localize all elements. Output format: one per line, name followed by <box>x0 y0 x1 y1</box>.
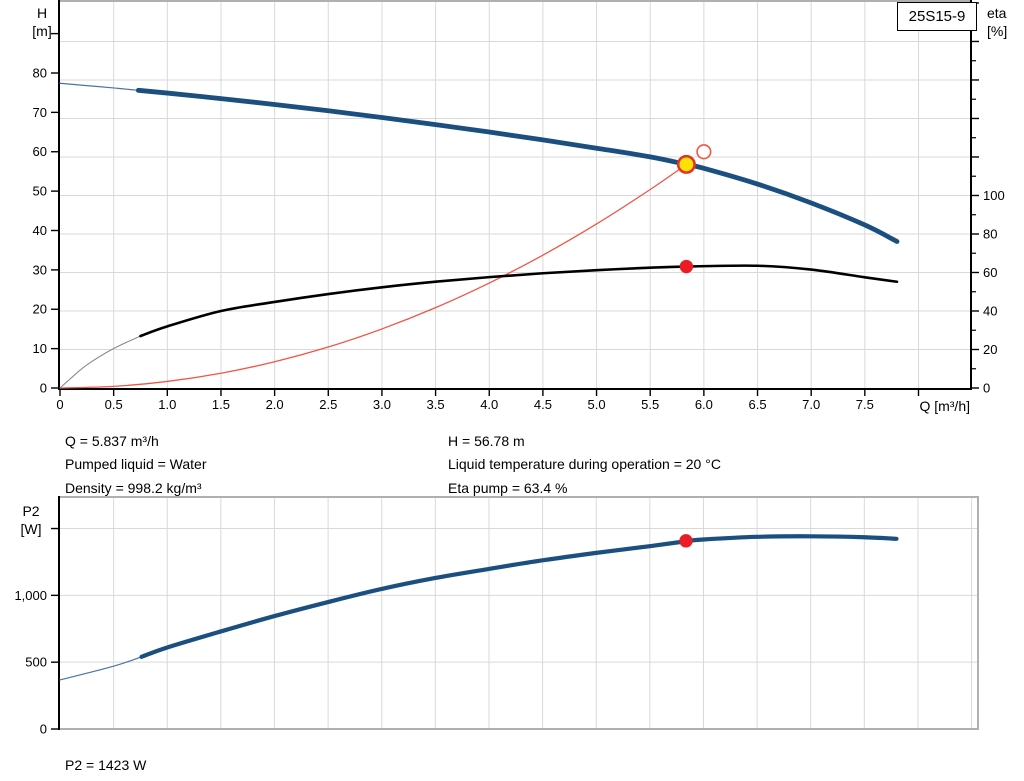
y-tick-label-left: 10 <box>33 341 47 356</box>
power-curve <box>139 534 899 659</box>
info-head: H = 56.78 m <box>448 433 525 449</box>
pump-curve-thin <box>59 82 139 91</box>
p2-axis-label-symbol: P2 <box>22 503 40 519</box>
q-axis-label: Q [m³/h] <box>919 398 970 414</box>
y-tick-label-left: 50 <box>33 184 47 199</box>
requested-duty-point-marker <box>696 144 712 160</box>
y-tick-label-left: 0 <box>40 722 47 737</box>
y-tick-label-left: 70 <box>33 105 47 120</box>
pump-model-badge: 25S15-9 <box>897 2 977 31</box>
y-tick-label-right: 0 <box>983 381 990 396</box>
duty-point-marker <box>676 154 696 174</box>
y-tick-label-right: 60 <box>983 265 997 280</box>
h-axis-label-symbol: H <box>36 5 48 21</box>
eta-axis-label-unit: [%] <box>987 23 1008 39</box>
x-tick-label: 2.5 <box>319 397 337 412</box>
y-tick-label-right: 40 <box>983 303 997 318</box>
x-tick-label: 1.5 <box>212 397 230 412</box>
x-tick-label: 5.0 <box>588 397 606 412</box>
x-tick-label: 5.5 <box>641 397 659 412</box>
x-tick-label: 3.5 <box>427 397 445 412</box>
power-curve-thin <box>59 656 143 681</box>
eta-axis-label-symbol: eta <box>987 5 1007 21</box>
x-tick-label: 0 <box>56 397 63 412</box>
p2-axis-label: P2 [W] <box>13 502 49 538</box>
x-tick-label: 0.5 <box>105 397 123 412</box>
p2-axis-label-unit: [W] <box>20 521 42 537</box>
x-tick-label: 6.0 <box>695 397 713 412</box>
efficiency-curve-thin <box>59 335 142 389</box>
info-pumped-liquid: Pumped liquid = Water <box>65 456 207 473</box>
x-tick-label: 2.0 <box>266 397 284 412</box>
x-tick-label: 7.5 <box>856 397 874 412</box>
y-tick-label-left: 80 <box>33 65 47 80</box>
system-curve <box>59 163 687 389</box>
x-tick-label: 1.0 <box>158 397 176 412</box>
info-flow: Q = 5.837 m³/h <box>65 433 159 449</box>
y-tick-label-left: 0 <box>40 381 47 396</box>
y-tick-label-right: 100 <box>983 188 1005 203</box>
y-tick-label-left: 20 <box>33 302 47 317</box>
info-liquid-temperature: Liquid temperature during operation = 20… <box>448 456 721 473</box>
info-density: Density = 998.2 kg/m³ <box>65 479 202 496</box>
efficiency-duty-point-marker <box>679 259 694 274</box>
info-column-right: H = 56.78 m Liquid temperature during op… <box>448 430 721 500</box>
info-power: P2 = 1423 W <box>65 757 147 773</box>
y-tick-label-left: 40 <box>33 223 47 238</box>
y-tick-label-left: 30 <box>33 262 47 277</box>
plot-border <box>58 496 979 730</box>
power-duty-point-marker <box>679 534 693 548</box>
h-axis-label-unit: [m] <box>32 23 52 39</box>
h-axis-label: H [m] <box>25 4 59 40</box>
eta-axis-label: eta [%] <box>987 4 1023 40</box>
y-tick-label-left: 60 <box>33 144 47 159</box>
y-tick-label-left: 500 <box>25 655 47 670</box>
x-tick-label: 4.5 <box>534 397 552 412</box>
efficiency-curve <box>139 264 899 338</box>
y-tick-label-left: 1,000 <box>14 588 47 603</box>
x-tick-label: 4.0 <box>480 397 498 412</box>
pump-curve <box>135 87 900 244</box>
x-tick-label: 6.5 <box>748 397 766 412</box>
y-tick-label-right: 20 <box>983 342 997 357</box>
y-tick-label-right: 80 <box>983 226 997 241</box>
info-eta-pump: Eta pump = 63.4 % <box>448 479 568 496</box>
info-column-left: Q = 5.837 m³/h Pumped liquid = Water Den… <box>65 430 207 500</box>
x-tick-label: 7.0 <box>802 397 820 412</box>
x-tick-label: 3.0 <box>373 397 391 412</box>
